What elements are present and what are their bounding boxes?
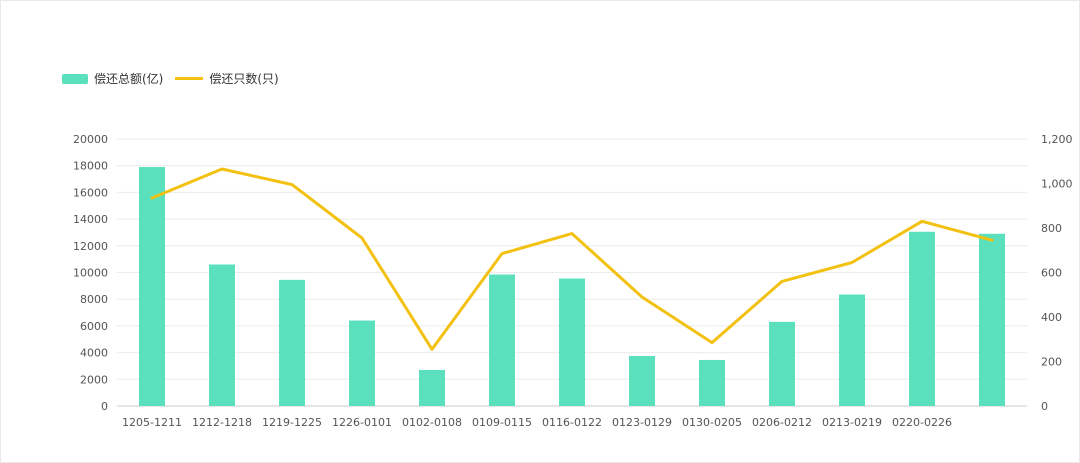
y-left-tick-label: 0 — [101, 400, 108, 413]
y-right-tick-label: 1,200 — [1041, 133, 1073, 146]
y-left-tick-label: 4000 — [80, 347, 108, 360]
x-tick-label: 0123-0129 — [612, 416, 672, 429]
x-tick-label: 1212-1218 — [192, 416, 252, 429]
bar — [979, 233, 1005, 406]
x-tick-label: 0213-0219 — [822, 416, 882, 429]
legend-bar-label: 偿还总额(亿) — [94, 72, 164, 86]
y-right-tick-label: 0 — [1041, 400, 1048, 413]
bar — [139, 167, 165, 406]
bar — [559, 278, 585, 406]
x-tick-label: 0130-0205 — [682, 416, 742, 429]
y-left-tick-label: 2000 — [80, 373, 108, 386]
y-left-tick-label: 6000 — [80, 320, 108, 333]
legend-item-total[interactable]: 偿还总额(亿) — [62, 70, 163, 87]
bar — [629, 355, 655, 406]
y-left-tick-label: 12000 — [73, 240, 108, 253]
y-left-tick-label: 20000 — [73, 133, 108, 146]
legend: 偿还总额(亿) 偿还只数(只) — [62, 70, 291, 87]
y-right-tick-label: 1,000 — [1041, 178, 1073, 191]
x-tick-label: 0220-0226 — [892, 416, 952, 429]
y-left-tick-label: 8000 — [80, 293, 108, 306]
y-right-tick-label: 200 — [1041, 356, 1062, 369]
bar — [279, 279, 305, 406]
bar — [349, 320, 375, 406]
y-right-tick-label: 600 — [1041, 267, 1062, 280]
bar — [209, 264, 235, 406]
y-left-tick-label: 18000 — [73, 160, 108, 173]
x-tick-label: 1205-1211 — [122, 416, 182, 429]
x-tick-label: 0109-0115 — [472, 416, 532, 429]
x-tick-label: 0206-0212 — [752, 416, 812, 429]
legend-line-label: 偿还只数(只) — [209, 72, 279, 86]
y-left-tick-label: 14000 — [73, 213, 108, 226]
y-right-tick-label: 800 — [1041, 222, 1062, 235]
legend-line-swatch — [175, 77, 204, 80]
bar — [699, 359, 725, 406]
x-tick-label: 0116-0122 — [542, 416, 602, 429]
bar — [419, 369, 445, 406]
legend-bar-swatch — [62, 73, 88, 84]
bar — [769, 321, 795, 406]
x-tick-label: 0102-0108 — [402, 416, 462, 429]
legend-item-count[interactable]: 偿还只数(只) — [175, 70, 279, 87]
y-right-tick-label: 400 — [1041, 311, 1062, 324]
bar — [909, 231, 935, 406]
bar — [839, 294, 865, 406]
x-tick-label: 1226-0101 — [332, 416, 392, 429]
x-tick-label: 1219-1225 — [262, 416, 322, 429]
y-left-tick-label: 10000 — [73, 267, 108, 280]
line-series — [150, 167, 994, 351]
y-left-tick-label: 16000 — [73, 186, 108, 199]
bar — [489, 274, 515, 406]
